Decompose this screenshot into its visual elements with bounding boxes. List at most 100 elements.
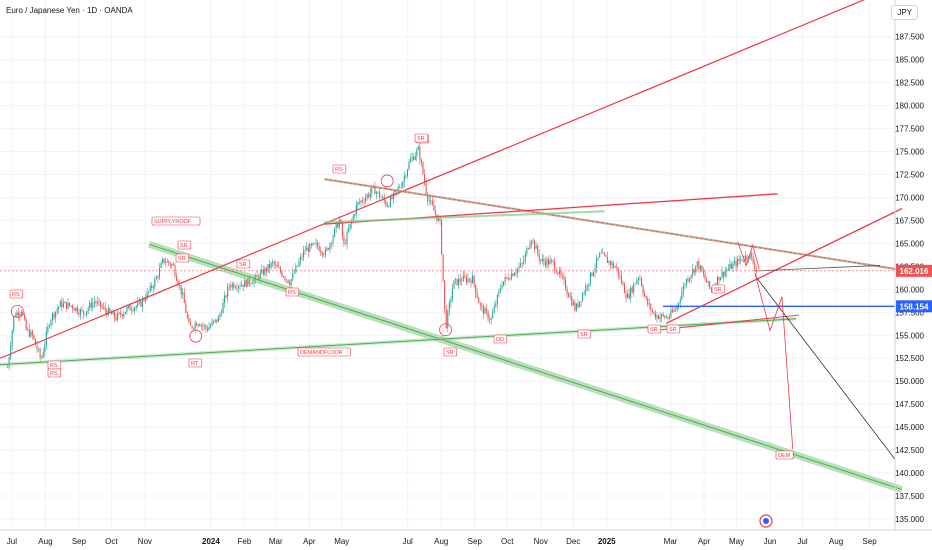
candle-body bbox=[241, 284, 243, 287]
candle-body bbox=[546, 259, 548, 266]
floor-red-line bbox=[660, 314, 800, 331]
annotation-text: SR bbox=[650, 327, 658, 333]
candle-body bbox=[106, 310, 108, 315]
annotation-box bbox=[332, 164, 347, 174]
candle-body bbox=[682, 286, 684, 293]
candle-body bbox=[611, 262, 613, 266]
candle-body bbox=[213, 320, 215, 322]
price-tick-label: 160.000 bbox=[895, 285, 924, 294]
candle-body bbox=[67, 302, 69, 309]
currency-button[interactable]: JPY bbox=[891, 5, 918, 20]
price-tick-label: 152.500 bbox=[895, 354, 924, 363]
candle-body bbox=[726, 270, 728, 272]
candle-body bbox=[369, 193, 371, 197]
candle-body bbox=[348, 229, 350, 233]
time-tick-label: May bbox=[334, 537, 349, 546]
time-tick-label: Oct bbox=[105, 537, 118, 546]
candle-body bbox=[309, 243, 311, 252]
candle-body bbox=[656, 315, 658, 319]
candle-body bbox=[695, 265, 697, 273]
candle-body bbox=[723, 271, 725, 277]
candle-body bbox=[472, 275, 474, 284]
candle-body bbox=[475, 284, 477, 294]
candle-body bbox=[127, 305, 130, 308]
candle-body bbox=[317, 242, 319, 247]
candle-body bbox=[217, 316, 219, 322]
candle-body bbox=[11, 330, 13, 346]
candle-body bbox=[540, 259, 542, 261]
candle-body bbox=[248, 277, 250, 284]
candle-body bbox=[287, 279, 289, 283]
candle-body bbox=[385, 200, 387, 206]
candle-body bbox=[679, 299, 681, 303]
candle-body bbox=[724, 271, 726, 277]
price-tick-label: 167.500 bbox=[895, 216, 924, 225]
candle-body bbox=[38, 349, 40, 350]
candle-body bbox=[76, 307, 78, 313]
candle-body bbox=[182, 292, 184, 295]
candle-body bbox=[565, 279, 567, 290]
annotation-text: DEM bbox=[778, 453, 791, 459]
candle-body bbox=[737, 258, 739, 267]
candle-body bbox=[411, 156, 413, 159]
candle-body bbox=[301, 256, 303, 258]
candle-body bbox=[89, 302, 91, 309]
candle-body bbox=[172, 264, 174, 266]
candle-body bbox=[278, 266, 280, 268]
annotation-labels: SUPPLYROOFDEMANDFLOORDEMRSSRSRRSRSRSRSRS… bbox=[9, 133, 794, 460]
candle-body bbox=[498, 290, 500, 295]
candle-body bbox=[298, 261, 300, 267]
candle-body bbox=[631, 287, 633, 293]
candle-body bbox=[589, 272, 591, 284]
candle-body bbox=[56, 309, 58, 312]
annotation-text: SR bbox=[239, 262, 247, 268]
candle-body bbox=[583, 292, 585, 294]
candle-body bbox=[82, 310, 85, 315]
annotation-box bbox=[297, 347, 351, 357]
candle-body bbox=[230, 285, 232, 288]
candle-body bbox=[403, 176, 405, 182]
candle-body bbox=[515, 272, 517, 274]
time-tick-label: Jul bbox=[403, 537, 413, 546]
grid bbox=[0, 0, 895, 530]
candle-body bbox=[81, 309, 83, 311]
candle-body bbox=[73, 308, 75, 311]
annotation-text: RT bbox=[191, 361, 199, 367]
candle-body bbox=[572, 302, 574, 306]
candle-body bbox=[313, 243, 316, 244]
candle-body bbox=[461, 281, 463, 282]
candle-body bbox=[177, 280, 179, 285]
candle-body bbox=[543, 258, 545, 262]
time-tick-label: Mar bbox=[269, 537, 283, 546]
candle-body bbox=[51, 313, 54, 321]
price-tick-label: 137.500 bbox=[895, 492, 924, 501]
candle-body bbox=[343, 235, 345, 244]
annotation-box bbox=[236, 259, 251, 269]
candle-body bbox=[425, 182, 427, 194]
candle-body bbox=[129, 305, 131, 311]
candle-body bbox=[534, 240, 536, 249]
time-tick-label: Aug bbox=[434, 537, 448, 546]
candle-body bbox=[413, 156, 415, 160]
candle-body bbox=[24, 314, 26, 320]
level-price-badge-text: 158.154 bbox=[900, 302, 929, 311]
annotation-text: SR bbox=[446, 350, 454, 356]
candle-body bbox=[355, 204, 357, 215]
time-tick-label: Sep bbox=[72, 537, 87, 546]
candle-body bbox=[644, 293, 646, 297]
candle-body bbox=[169, 263, 171, 266]
candle-body bbox=[151, 285, 153, 289]
candle-body bbox=[346, 232, 348, 244]
candle-body bbox=[20, 312, 23, 314]
candle-body bbox=[320, 250, 322, 252]
candle-body bbox=[329, 243, 331, 250]
candle-body bbox=[445, 308, 447, 329]
candle-body bbox=[456, 278, 458, 286]
candle-body bbox=[259, 272, 261, 280]
price-tick-label: 165.000 bbox=[895, 239, 924, 248]
candle-body bbox=[496, 294, 498, 305]
candle-body bbox=[292, 272, 294, 279]
candle-body bbox=[752, 256, 754, 264]
candle-body bbox=[324, 249, 326, 255]
